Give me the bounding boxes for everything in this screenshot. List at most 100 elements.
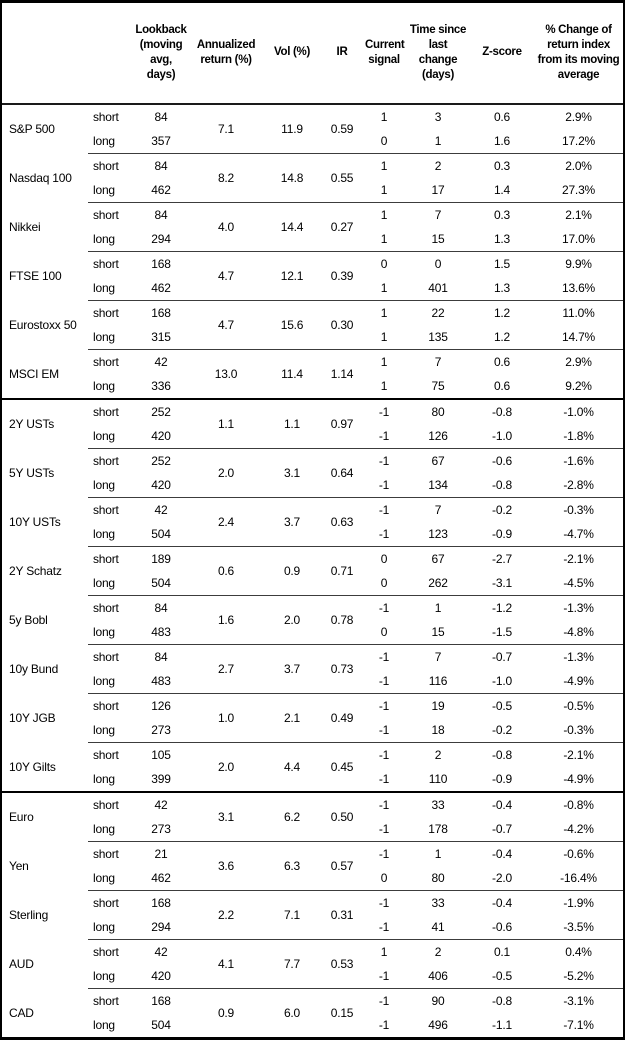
pct-change-value: -1.3% — [534, 595, 623, 620]
current-signal-value: 0 — [380, 134, 388, 148]
ir-value: 0.55 — [322, 153, 362, 203]
table-row-short: 2Y USTs short 252 1.1 1.1 0.97 -1 80 -0.… — [2, 398, 623, 449]
time-since-change-value: 2 — [406, 939, 470, 964]
lookback-value: 399 — [151, 772, 171, 786]
pct-change-value: -2.1% — [534, 546, 623, 571]
time-since-change-value: 406 — [428, 969, 448, 983]
asset-name: CAD — [9, 1005, 34, 1020]
ir-value: 0.15 — [322, 988, 362, 1037]
pct-change-value: -3.1% — [534, 988, 623, 1013]
table-row-long: long 504 0 262 -3.1 -4.5% — [2, 571, 623, 596]
time-since-change-value: 80 — [431, 871, 445, 885]
asset-name: S&P 500 — [9, 122, 55, 137]
z-score-value: -1.0 — [492, 429, 512, 443]
table-row-long: long 294 -1 41 -0.6 -3.5% — [2, 915, 623, 940]
horizon-label-short: short — [88, 595, 132, 620]
pct-change-value: 9.9% — [534, 251, 623, 276]
ir-value: 0.27 — [322, 202, 362, 252]
current-signal-value: 1 — [362, 202, 406, 227]
table-row-short: Nasdaq 100 short 84 8.2 14.8 0.55 1 2 0.… — [2, 153, 623, 203]
table-row-short: 10Y JGB short 126 1.0 2.1 0.49 -1 19 -0.… — [2, 693, 623, 743]
asset-name: Nikkei — [9, 220, 41, 234]
vol-value: 3.7 — [262, 497, 322, 547]
lookback-value: 84 — [132, 153, 190, 178]
current-signal-value: -1 — [362, 841, 406, 866]
asset-name: MSCI EM — [9, 366, 59, 381]
time-since-change-value: 7 — [406, 644, 470, 669]
horizon-label-short: short — [88, 693, 132, 718]
lookback-value: 504 — [151, 576, 171, 590]
lookback-value: 357 — [151, 134, 171, 148]
pct-change-value: 11.0% — [534, 300, 623, 325]
vol-value: 6.0 — [262, 988, 322, 1037]
ir-value: 1.14 — [322, 349, 362, 399]
horizon-label-long: long — [93, 871, 115, 885]
horizon-label-short: short — [88, 890, 132, 915]
vol-value: 4.4 — [262, 742, 322, 792]
pct-change-value: -0.8% — [534, 791, 623, 817]
time-since-change-value: 19 — [406, 693, 470, 718]
time-since-change-value: 22 — [406, 300, 470, 325]
current-signal-value: -1 — [362, 595, 406, 620]
table-row-short: 10Y Gilts short 105 2.0 4.4 0.45 -1 2 -0… — [2, 742, 623, 792]
horizon-label-short: short — [88, 742, 132, 767]
asset-name: 10y Bund — [9, 662, 59, 676]
horizon-label-short: short — [88, 349, 132, 374]
lookback-value: 273 — [151, 723, 171, 737]
lookback-value: 420 — [151, 969, 171, 983]
annualized-return-value: 4.0 — [190, 202, 262, 252]
vol-value: 11.4 — [262, 349, 322, 399]
horizon-label-short: short — [88, 988, 132, 1013]
z-score-value: -3.1 — [492, 576, 512, 590]
time-since-change-value: 67 — [406, 546, 470, 571]
col-header-asset — [2, 3, 88, 105]
lookback-value: 84 — [154, 110, 168, 124]
pct-change-value: -4.9% — [563, 674, 594, 688]
horizon-label-long: long — [93, 429, 115, 443]
current-signal-value: -1 — [362, 497, 406, 522]
vol-value: 2.1 — [262, 693, 322, 743]
time-since-change-value: 1 — [406, 841, 470, 866]
asset-name: Euro — [2, 791, 88, 842]
current-signal-value: -1 — [378, 723, 390, 737]
current-signal-value: -1 — [362, 644, 406, 669]
horizon-label-short: short — [88, 398, 132, 424]
table-row-short: 5y Bobl short 84 1.6 2.0 0.78 -1 1 -1.2 … — [2, 595, 623, 645]
horizon-label-long: long — [93, 1018, 115, 1032]
col-header-current-signal: Current signal — [362, 3, 406, 105]
asset-name: 5y Bobl — [9, 613, 48, 627]
lookback-value: 84 — [132, 644, 190, 669]
horizon-label-long: long — [93, 478, 115, 492]
ir-value: 0.49 — [322, 693, 362, 743]
vol-value: 7.7 — [262, 939, 322, 989]
z-score-value: 0.1 — [470, 939, 534, 964]
table-row-short: Sterling short 168 2.2 7.1 0.31 -1 33 -0… — [2, 890, 623, 940]
col-header-ir: IR — [322, 3, 362, 105]
time-since-change-value: 2 — [406, 153, 470, 178]
z-score-value: -0.2 — [492, 723, 512, 737]
ir-value: 0.97 — [322, 398, 362, 449]
pct-change-value: -3.5% — [563, 920, 594, 934]
z-score-value: 1.2 — [470, 300, 534, 325]
pct-change-value: -4.7% — [563, 527, 594, 541]
asset-name: Sterling — [9, 908, 49, 922]
lookback-value: 168 — [132, 890, 190, 915]
lookback-value: 42 — [132, 349, 190, 374]
z-score-value: 0.6 — [470, 349, 534, 374]
pct-change-value: -2.1% — [534, 742, 623, 767]
current-signal-value: -1 — [362, 398, 406, 424]
signals-table: Lookback (moving avg, days) Annualized r… — [2, 3, 623, 1037]
pct-change-value: -5.2% — [563, 969, 594, 983]
ir-value: 0.73 — [322, 644, 362, 694]
annualized-return-value: 1.0 — [190, 693, 262, 743]
ir-value: 0.39 — [322, 251, 362, 301]
horizon-label-short: short — [88, 791, 132, 817]
pct-change-value: 17.0% — [561, 232, 596, 246]
pct-change-value: -16.4% — [560, 871, 597, 885]
table-row-short: Euro short 42 3.1 6.2 0.50 -1 33 -0.4 -0… — [2, 791, 623, 842]
time-since-change-value: 126 — [428, 429, 448, 443]
z-score-value: -0.7 — [492, 822, 512, 836]
pct-change-value: -4.2% — [563, 822, 594, 836]
z-score-value: -0.9 — [492, 772, 512, 786]
vol-value: 2.0 — [262, 595, 322, 645]
